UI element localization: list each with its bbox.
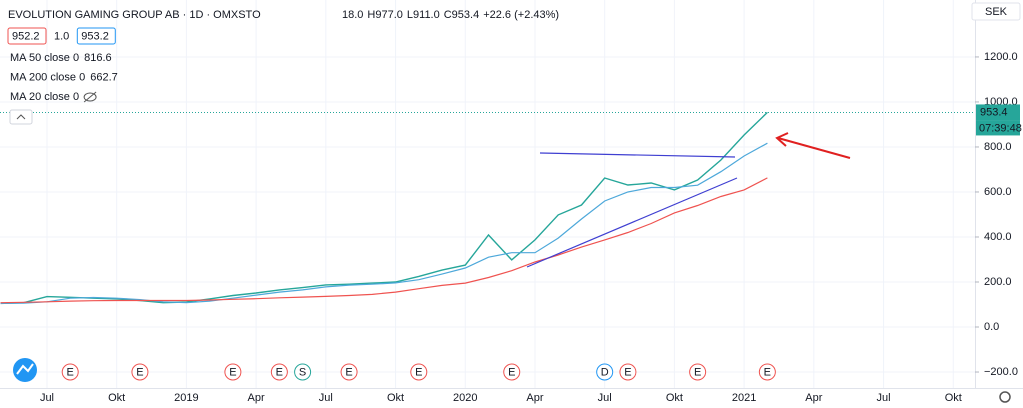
quote-box-border — [76, 27, 116, 45]
quote-value: 952.2 — [12, 30, 40, 42]
event-marker — [131, 363, 149, 381]
price-tag — [976, 104, 1020, 121]
x-tick-label: Okt — [666, 392, 683, 404]
x-tick-label: 2019 — [174, 392, 198, 404]
chart-title: EVOLUTION GAMING GROUP AB · 1D · OMXSTO — [8, 9, 261, 21]
event-label: E — [624, 366, 631, 378]
event-marker — [596, 363, 614, 381]
indicator-name: MA 200 close 0 — [10, 71, 85, 83]
overlay: −200.00.0200.0400.0600.0800.01000.01200.… — [7, 9, 1022, 404]
settings-icon[interactable] — [999, 391, 1011, 403]
price-tag-label: 953.4 — [980, 106, 1008, 118]
event-marker — [340, 363, 358, 381]
event-marker — [689, 363, 707, 381]
event-marker — [503, 363, 521, 381]
ohlc-value: +22.6 (+2.43%) — [483, 9, 559, 21]
quote-box: 952.2 — [7, 27, 47, 45]
quote-box: 953.2 — [76, 27, 116, 45]
indicator-name: MA 50 close 0 — [10, 52, 79, 64]
indicator-name: MA 20 close 0 — [10, 91, 79, 103]
y-tick-label: −200.0 — [984, 366, 1018, 378]
event-label: D — [601, 366, 609, 378]
event-marker — [294, 363, 312, 381]
event-label: E — [694, 366, 701, 378]
y-tick-label: 400.0 — [984, 231, 1012, 243]
trend-line — [526, 177, 738, 268]
x-tick-label: Jul — [319, 392, 333, 404]
indicator-value: 662.7 — [90, 71, 118, 83]
event-label: E — [345, 366, 352, 378]
collapse-icon — [16, 114, 26, 120]
y-tick-label: 1200.0 — [984, 51, 1018, 63]
event-label: E — [136, 366, 143, 378]
quote-value: 953.2 — [81, 30, 109, 42]
event-marker — [619, 363, 637, 381]
event-label: S — [299, 366, 306, 378]
hidden-icon — [83, 92, 97, 102]
plot — [0, 111, 975, 305]
trend-line — [539, 152, 736, 158]
x-tick-label: 2021 — [732, 392, 756, 404]
series-line — [0, 177, 768, 304]
x-tick-label: Apr — [526, 392, 543, 404]
x-tick-label: Okt — [387, 392, 404, 404]
currency-box — [971, 2, 1021, 21]
x-tick-label: 2020 — [453, 392, 477, 404]
y-tick-label: 600.0 — [984, 186, 1012, 198]
event-label: E — [508, 366, 515, 378]
event-label: E — [415, 366, 422, 378]
ohlc-value: 18.0 — [342, 9, 363, 21]
x-tick-label: Okt — [945, 392, 962, 404]
event-marker — [270, 363, 288, 381]
ohlc-value: C953.4 — [444, 9, 479, 21]
event-marker — [410, 363, 428, 381]
x-tick-label: Okt — [108, 392, 125, 404]
arrow-head — [775, 132, 789, 147]
collapse-button[interactable] — [9, 109, 33, 125]
event-marker — [61, 363, 79, 381]
x-tick-label: Apr — [805, 392, 822, 404]
event-label: E — [276, 366, 283, 378]
ohlc-value: L911.0 — [407, 9, 440, 21]
series-line — [0, 111, 768, 305]
hidden-icon — [83, 91, 97, 103]
countdown-box — [976, 120, 1020, 136]
quote-box: 1.0 — [54, 30, 69, 42]
x-tick-label: Jul — [40, 392, 54, 404]
currency: SEK — [985, 6, 1008, 18]
y-tick-label: 0.0 — [984, 321, 999, 333]
x-tick-label: Jul — [598, 392, 612, 404]
event-label: E — [67, 366, 74, 378]
series-line — [0, 142, 768, 304]
event-label: E — [229, 366, 236, 378]
quote-value: 1.0 — [54, 30, 69, 42]
y-tick-label: 800.0 — [984, 141, 1012, 153]
event-label: E — [764, 366, 771, 378]
event-marker — [224, 363, 242, 381]
arrow — [777, 137, 851, 159]
ohlc-value: H977.0 — [367, 9, 402, 21]
y-tick-label: 200.0 — [984, 276, 1012, 288]
event-marker — [758, 363, 776, 381]
x-tick-label: Apr — [248, 392, 265, 404]
quote-box-border — [7, 27, 47, 45]
countdown: 07:39:48 — [979, 122, 1022, 134]
indicator-value: 816.6 — [84, 52, 112, 64]
logo — [13, 358, 37, 382]
x-tick-label: Jul — [877, 392, 891, 404]
